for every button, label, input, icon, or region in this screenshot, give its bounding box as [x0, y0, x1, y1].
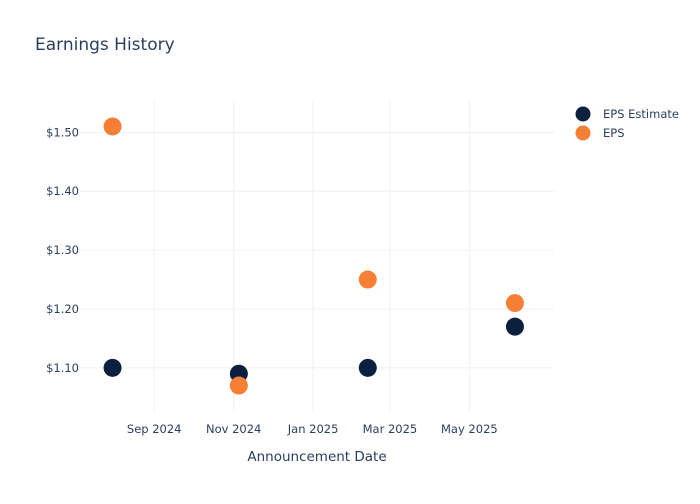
legend-marker: [575, 125, 591, 141]
data-point[interactable]: [103, 117, 122, 136]
y-axis-ticks: $1.10 $1.20 $1.30 $1.40 $1.50: [46, 125, 79, 374]
x-tick-label: Nov 2024: [206, 422, 261, 436]
x-tick-label: Jan 2025: [287, 422, 339, 436]
x-axis-ticks: Sep 2024 Nov 2024 Jan 2025 Mar 2025 May 2025: [127, 422, 498, 436]
data-point[interactable]: [358, 358, 377, 377]
gridlines: [80, 100, 554, 412]
data-point[interactable]: [103, 358, 122, 377]
data-points: [103, 117, 524, 395]
x-tick-label: Mar 2025: [363, 422, 418, 436]
series-eps: [103, 117, 524, 395]
data-point[interactable]: [505, 317, 524, 336]
legend-marker: [575, 106, 591, 122]
legend[interactable]: EPS Estimate EPS: [575, 106, 679, 141]
legend-item[interactable]: EPS: [575, 125, 625, 141]
x-tick-label: May 2025: [441, 422, 498, 436]
legend-item[interactable]: EPS Estimate: [575, 106, 679, 122]
legend-label: EPS Estimate: [603, 107, 679, 121]
x-axis-title: Announcement Date: [247, 449, 386, 465]
chart-title: Earnings History: [35, 35, 175, 55]
y-tick-label: $1.40: [46, 184, 79, 198]
y-tick-label: $1.10: [46, 361, 79, 375]
data-point[interactable]: [229, 376, 248, 395]
x-tick-label: Sep 2024: [127, 422, 182, 436]
data-point[interactable]: [358, 270, 377, 289]
data-point[interactable]: [505, 294, 524, 313]
y-tick-label: $1.20: [46, 302, 79, 316]
legend-label: EPS: [603, 126, 625, 140]
y-tick-label: $1.30: [46, 243, 79, 257]
y-tick-label: $1.50: [46, 125, 79, 139]
